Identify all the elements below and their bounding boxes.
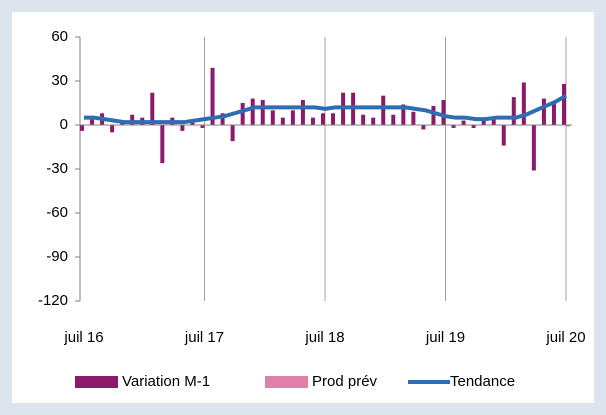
bar: [381, 95, 386, 125]
bar: [531, 125, 536, 171]
bar: [501, 125, 506, 146]
bar: [220, 113, 225, 125]
bar: [230, 125, 235, 142]
bar: [441, 100, 446, 125]
legend-label: Variation M-1: [122, 373, 210, 390]
legend-swatch: [265, 376, 308, 388]
x-tick-label: juil 20: [545, 329, 585, 346]
bar: [331, 113, 336, 125]
bar: [160, 125, 165, 164]
bar: [210, 67, 215, 125]
bar: [280, 117, 285, 125]
bar: [511, 97, 516, 125]
x-tick-label: juil 18: [304, 329, 344, 346]
x-tick-label: juil 19: [425, 329, 465, 346]
bar: [411, 111, 416, 125]
bar: [562, 83, 566, 125]
chart-panel: [12, 12, 594, 403]
legend-label: Tendance: [450, 373, 515, 390]
bar: [401, 104, 406, 125]
bar: [521, 82, 526, 125]
bar: [130, 114, 135, 125]
bar: [300, 100, 305, 125]
bar: [471, 125, 476, 128]
bar: [240, 103, 245, 125]
bar: [551, 103, 556, 125]
bar: [321, 113, 325, 125]
bar: [150, 92, 155, 125]
bar: [80, 125, 84, 131]
bar: [290, 110, 295, 125]
bar: [461, 120, 466, 125]
trend-line: [84, 93, 568, 125]
y-tick-label: 30: [51, 72, 68, 89]
y-tick-label: 60: [51, 28, 68, 45]
bar: [200, 125, 205, 128]
bar: [180, 125, 185, 131]
bar: [391, 114, 396, 125]
bar: [260, 100, 265, 125]
y-tick-label: -60: [46, 204, 68, 221]
bar: [361, 114, 366, 125]
bar: [421, 125, 426, 130]
legend-label: Prod prév: [312, 373, 378, 390]
bar: [90, 117, 95, 125]
y-tick-label: 0: [60, 116, 68, 133]
bar: [371, 117, 376, 125]
bar: [491, 117, 496, 125]
x-tick-label: juil 16: [63, 329, 103, 346]
bar: [451, 125, 456, 128]
bar: [481, 120, 486, 125]
y-tick-label: -30: [46, 160, 68, 177]
bar: [250, 98, 255, 125]
bar: [566, 125, 570, 127]
bar: [541, 98, 546, 125]
x-tick-label: juil 17: [184, 329, 224, 346]
y-tick-label: -120: [38, 292, 68, 309]
bar: [110, 125, 115, 133]
y-tick-label: -90: [46, 248, 68, 265]
bar: [310, 117, 315, 125]
legend-swatch: [75, 376, 118, 388]
bar: [431, 105, 436, 125]
bar: [270, 110, 275, 125]
